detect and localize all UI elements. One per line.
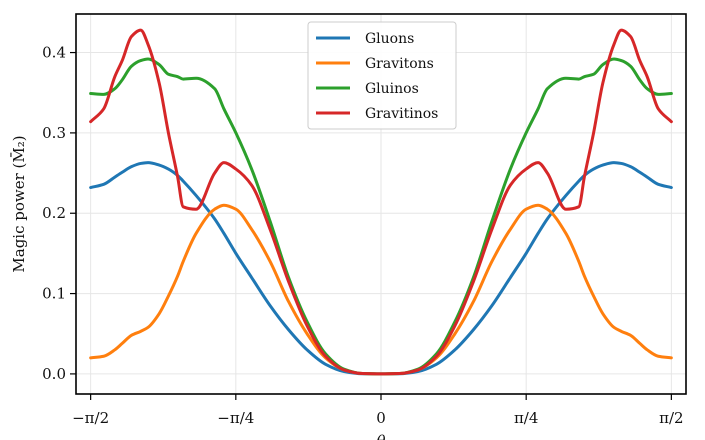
x-tick-label-4: π/2 [659, 409, 683, 427]
legend-box [307, 21, 457, 130]
x-tick-label-2: 0 [376, 409, 386, 427]
y-tick-label-3: 0.3 [42, 124, 66, 142]
x-tick-label-1: −π/4 [217, 409, 254, 427]
legend-label-gravitinos: Gravitinos [365, 106, 438, 122]
series-line-gravitinos [89, 28, 673, 376]
legend-label-gravitons: Gravitons [365, 56, 434, 72]
y-axis-label: Magic power (M̄₂) [10, 135, 28, 272]
series-layer [89, 28, 673, 376]
x-tick-label-0: −π/2 [72, 409, 109, 427]
y-tick-label-4: 0.4 [42, 44, 66, 62]
legend-label-gluinos: Gluinos [365, 81, 419, 97]
legend-label-gluons: Gluons [365, 31, 414, 47]
x-tick-label-3: π/4 [514, 409, 538, 427]
y-tick-label-2: 0.2 [42, 204, 66, 222]
y-tick-label-0: 0.0 [42, 365, 66, 383]
axis-ticks: −π/2 −π/4 0 π/4 π/2 0.0 0.1 0.2 0.3 0.4 [42, 44, 683, 427]
legend: Gluons Gravitons Gluinos Gravitinos [307, 21, 457, 130]
x-axis-label: θ [376, 432, 385, 440]
y-tick-label-1: 0.1 [42, 285, 66, 303]
